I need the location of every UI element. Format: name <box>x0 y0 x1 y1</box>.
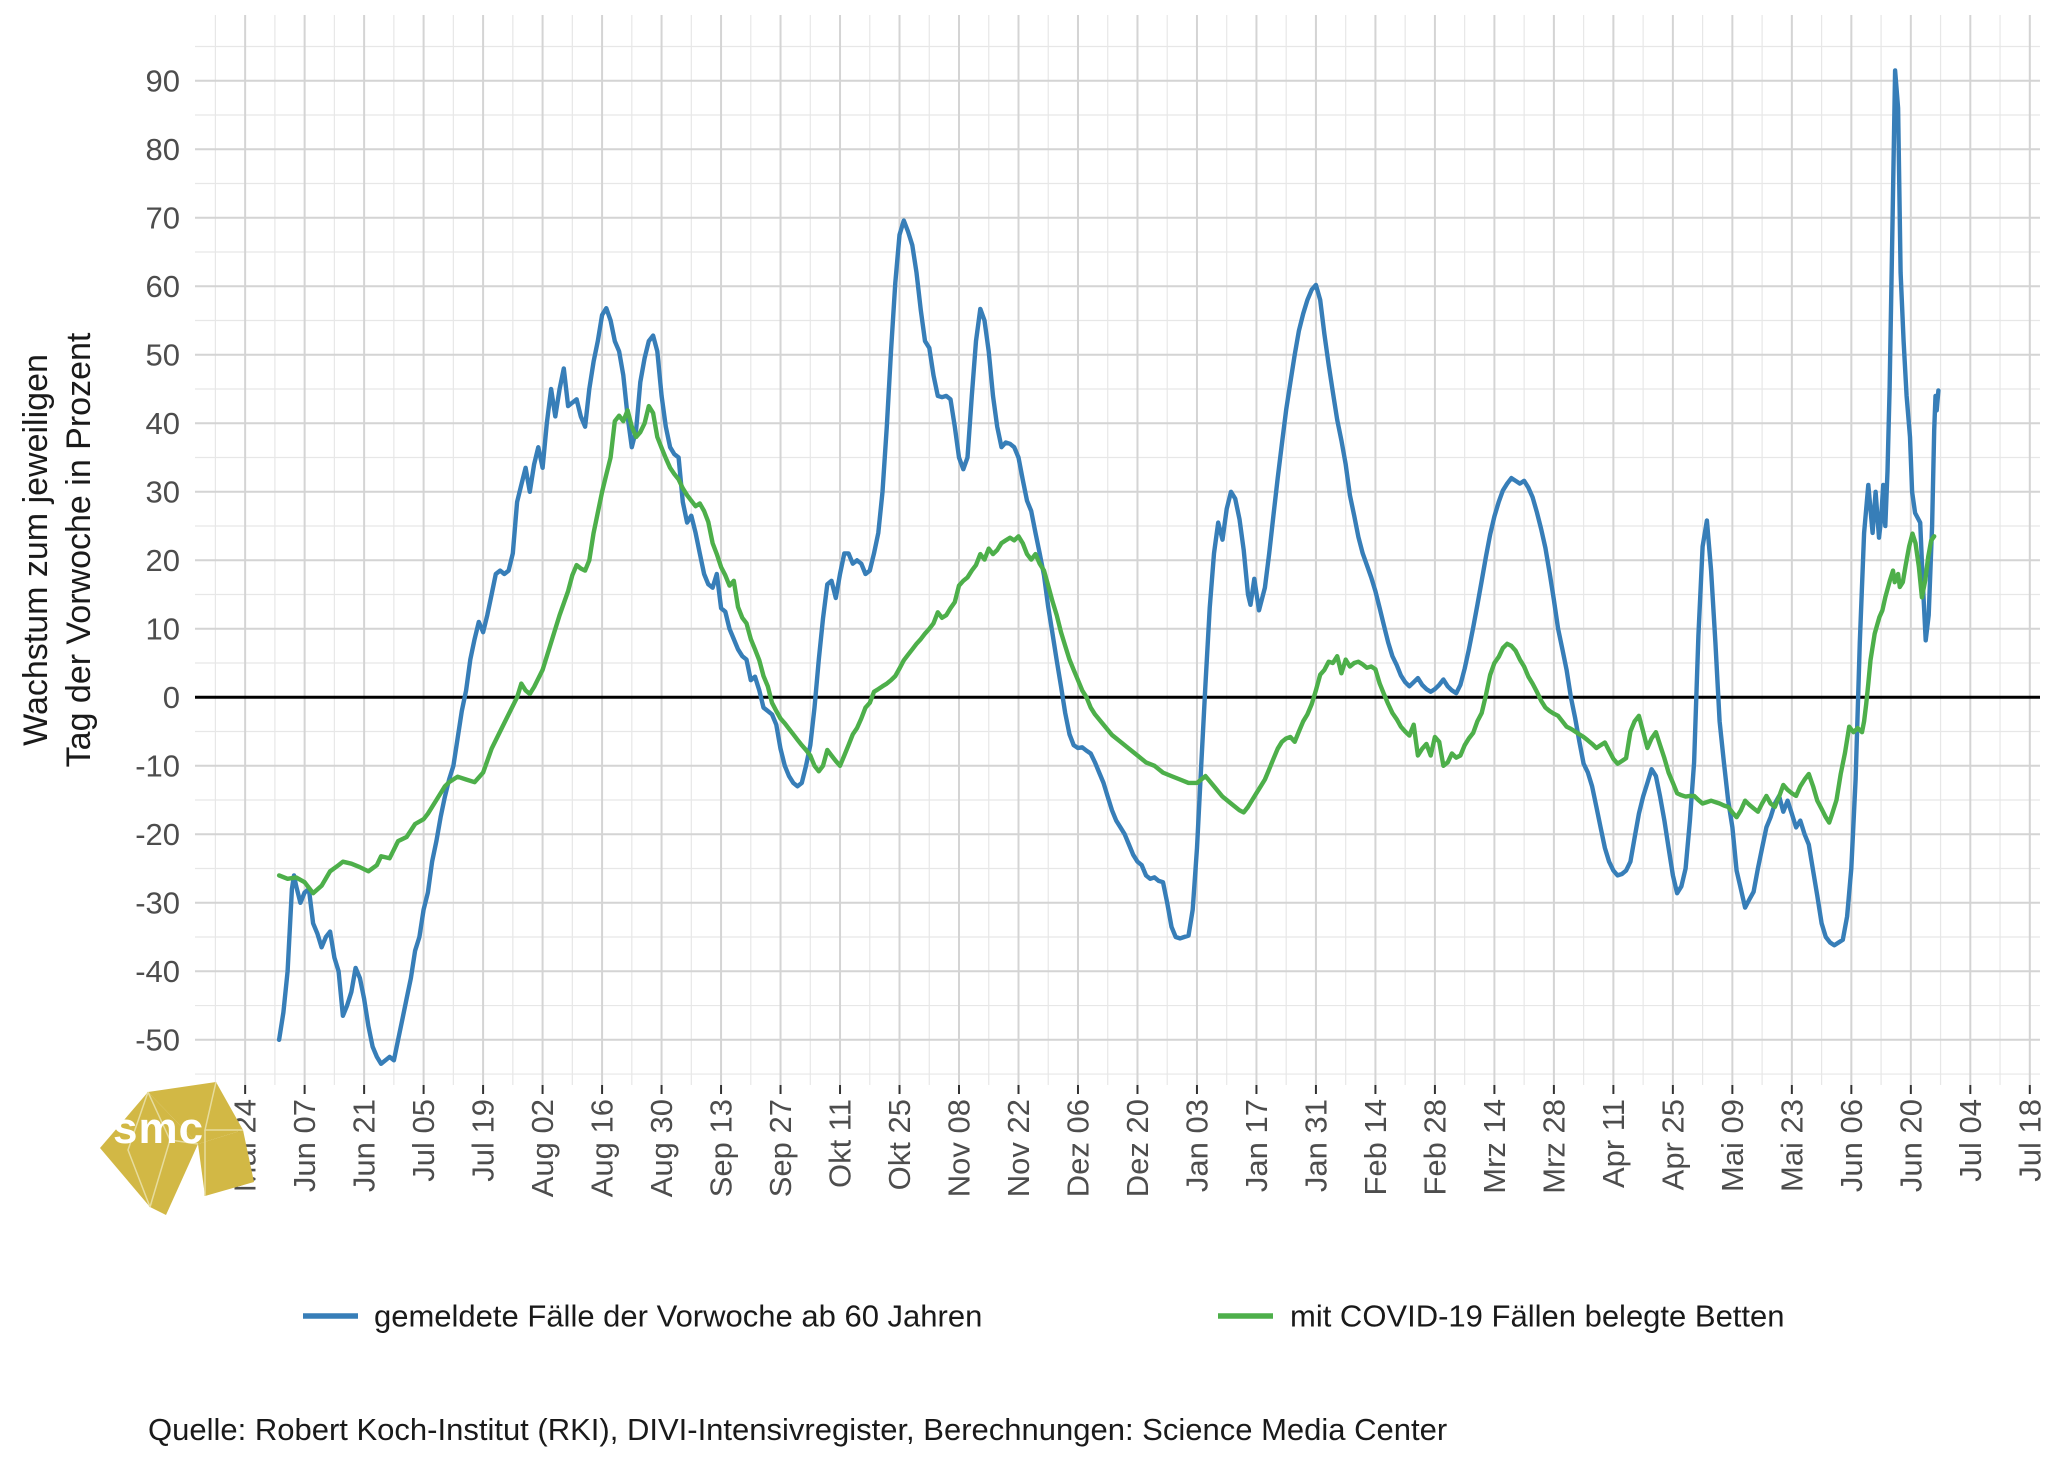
source-text: Quelle: Robert Koch-Institut (RKI), DIVI… <box>148 1412 1447 1447</box>
x-tick-label: Feb 28 <box>1417 1099 1452 1196</box>
y-tick-label: 60 <box>146 269 180 304</box>
smc-logo-shape <box>100 1092 198 1207</box>
data-series-lines <box>276 68 1941 1067</box>
x-tick-label: Jan 03 <box>1179 1099 1214 1192</box>
x-tick-label: Jun 06 <box>1834 1099 1869 1192</box>
x-tick-label: Jul 04 <box>1953 1099 1988 1182</box>
x-tick-label: Jul 05 <box>406 1099 441 1182</box>
x-tick-label: Mrz 28 <box>1536 1099 1571 1194</box>
x-tick-label: Mai 23 <box>1774 1099 1809 1192</box>
y-tick-label: -40 <box>135 954 180 989</box>
x-tick-label: Jun 07 <box>287 1099 322 1192</box>
x-tick-label: Nov 08 <box>942 1099 977 1197</box>
minor-gridlines <box>195 15 2040 1085</box>
smc-logo-shape <box>198 1130 254 1196</box>
y-tick-label: 50 <box>146 337 180 372</box>
legend-label-beds: mit COVID-19 Fällen belegte Betten <box>1290 1299 1785 1334</box>
x-tick-label: Aug 16 <box>585 1099 620 1197</box>
smc-logo: smc <box>100 1081 254 1215</box>
y-tick-label: 40 <box>146 406 180 441</box>
x-tick-label: Jul 19 <box>466 1099 501 1182</box>
x-tick-label: Jan 31 <box>1298 1099 1333 1192</box>
y-axis-tick-labels: -50 -40 -30 -20 -10 0 10 20 30 40 50 60 70 80 90 <box>135 63 180 1057</box>
series-line-cases-blue <box>276 68 1941 1067</box>
legend-label-cases: gemeldete Fälle der Vorwoche ab 60 Jahre… <box>374 1299 982 1334</box>
legend: gemeldete Fälle der Vorwoche ab 60 Jahre… <box>303 1299 1785 1334</box>
y-axis-title-line1: Wachstum zum jeweiligen <box>17 354 55 746</box>
x-tick-label: Dez 20 <box>1120 1099 1155 1197</box>
x-tick-label: Okt 25 <box>882 1099 917 1190</box>
y-tick-label: -30 <box>135 885 180 920</box>
y-tick-label: -50 <box>135 1022 180 1057</box>
smc-logo-facets <box>127 1081 243 1208</box>
x-axis-tick-marks <box>244 1085 2031 1094</box>
y-axis-title-line2: Tag der Vorwoche in Prozent <box>60 332 98 767</box>
y-tick-label: 10 <box>146 611 180 646</box>
x-tick-label: Mai 09 <box>1715 1099 1750 1192</box>
x-tick-label: Jan 17 <box>1239 1099 1274 1192</box>
x-tick-label: Apr 25 <box>1655 1099 1690 1190</box>
smc-logo-shape <box>150 1144 198 1215</box>
y-tick-label: 80 <box>146 132 180 167</box>
smc-logo-text: smc <box>113 1104 204 1153</box>
x-tick-label: Sep 13 <box>704 1099 739 1197</box>
y-axis-title: Wachstum zum jeweiligen Tag der Vorwoche… <box>17 332 98 767</box>
y-tick-label: 70 <box>146 200 180 235</box>
x-tick-label: Nov 22 <box>1001 1099 1036 1197</box>
series-line-beds-green <box>276 403 1937 896</box>
x-tick-label: Aug 02 <box>525 1099 560 1197</box>
y-tick-label: 90 <box>146 63 180 98</box>
x-tick-label: Jul 18 <box>2012 1099 2047 1182</box>
x-tick-label: Okt 11 <box>823 1099 858 1188</box>
y-tick-label: 0 <box>163 680 180 715</box>
x-tick-label: Dez 06 <box>1060 1099 1095 1197</box>
x-tick-label: Aug 30 <box>644 1099 679 1197</box>
x-tick-label: Jun 20 <box>1893 1099 1928 1192</box>
x-tick-label: Sep 27 <box>763 1099 798 1197</box>
y-tick-label: 30 <box>146 474 180 509</box>
smc-logo-shape <box>148 1082 243 1144</box>
x-tick-label: Apr 11 <box>1596 1099 1631 1188</box>
x-tick-label: Feb 14 <box>1358 1099 1393 1196</box>
y-tick-label: 20 <box>146 543 180 578</box>
y-tick-label: -20 <box>135 817 180 852</box>
major-gridlines <box>195 15 2040 1085</box>
y-tick-label: -10 <box>135 748 180 783</box>
x-tick-label: Jun 21 <box>347 1099 382 1192</box>
x-tick-label: Mrz 14 <box>1477 1099 1512 1194</box>
